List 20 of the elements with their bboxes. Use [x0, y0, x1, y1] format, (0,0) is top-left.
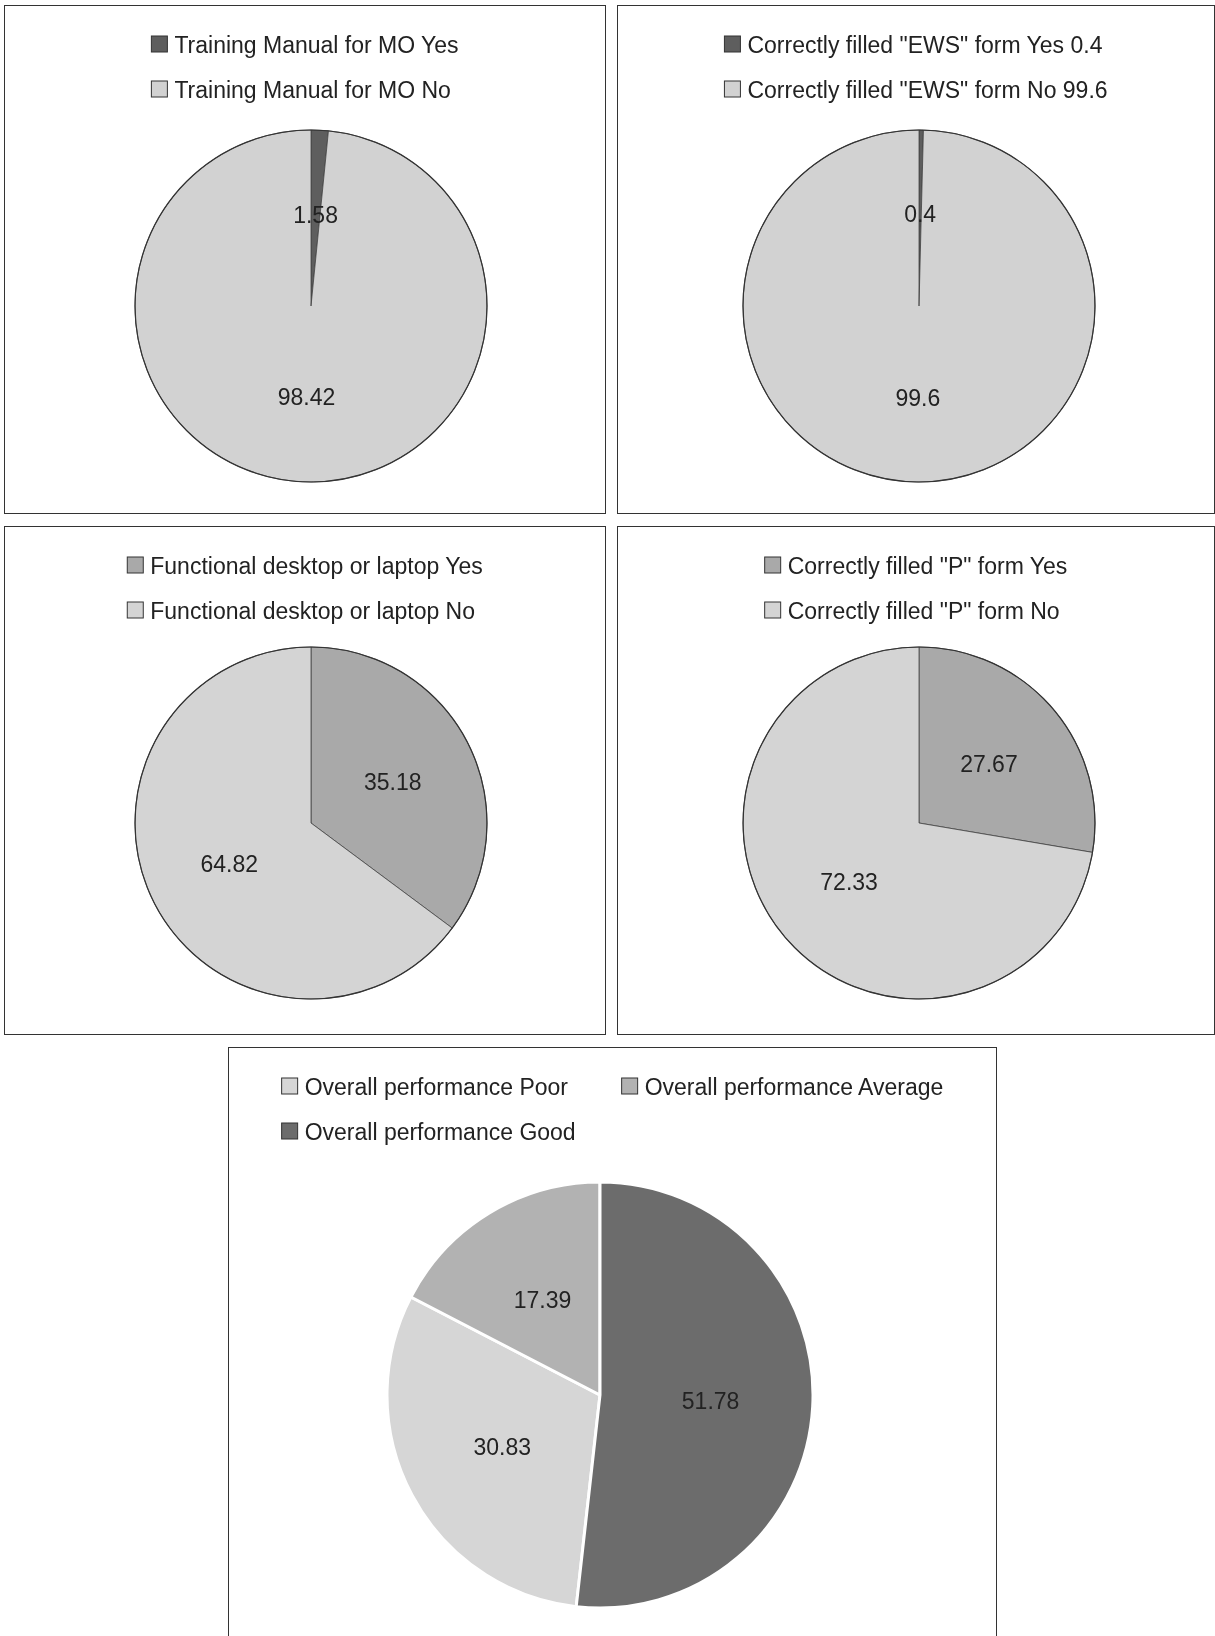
data-label: 99.6	[894, 384, 940, 411]
legend-label: Overall performance Good	[304, 1118, 576, 1145]
legend-label: Functional desktop or laptop No	[149, 597, 475, 624]
data-label: 27.67	[959, 750, 1018, 777]
data-label: 64.82	[199, 850, 258, 877]
data-label: 51.78	[681, 1387, 739, 1414]
legend-label: Training Manual for MO Yes	[173, 31, 459, 58]
legend-label: Correctly filled "EWS" form No 99.6	[746, 76, 1108, 103]
legend-label: Correctly filled "P" form Yes	[787, 552, 1067, 579]
legend-label: Functional desktop or laptop Yes	[149, 552, 483, 579]
data-label: 30.83	[473, 1433, 531, 1460]
legend-label: Overall performance Average	[644, 1073, 943, 1100]
legend-label: Correctly filled "P" form No	[787, 597, 1060, 624]
data-label: 72.33	[819, 868, 878, 895]
data-label: 35.18	[363, 768, 422, 795]
data-label: 98.42	[277, 383, 335, 410]
legend-label: Correctly filled "EWS" form Yes 0.4	[746, 31, 1103, 58]
legend-label: Training Manual for MO No	[173, 76, 451, 103]
data-label: 17.39	[513, 1286, 571, 1313]
legend-label: Overall performance Poor	[304, 1073, 568, 1100]
